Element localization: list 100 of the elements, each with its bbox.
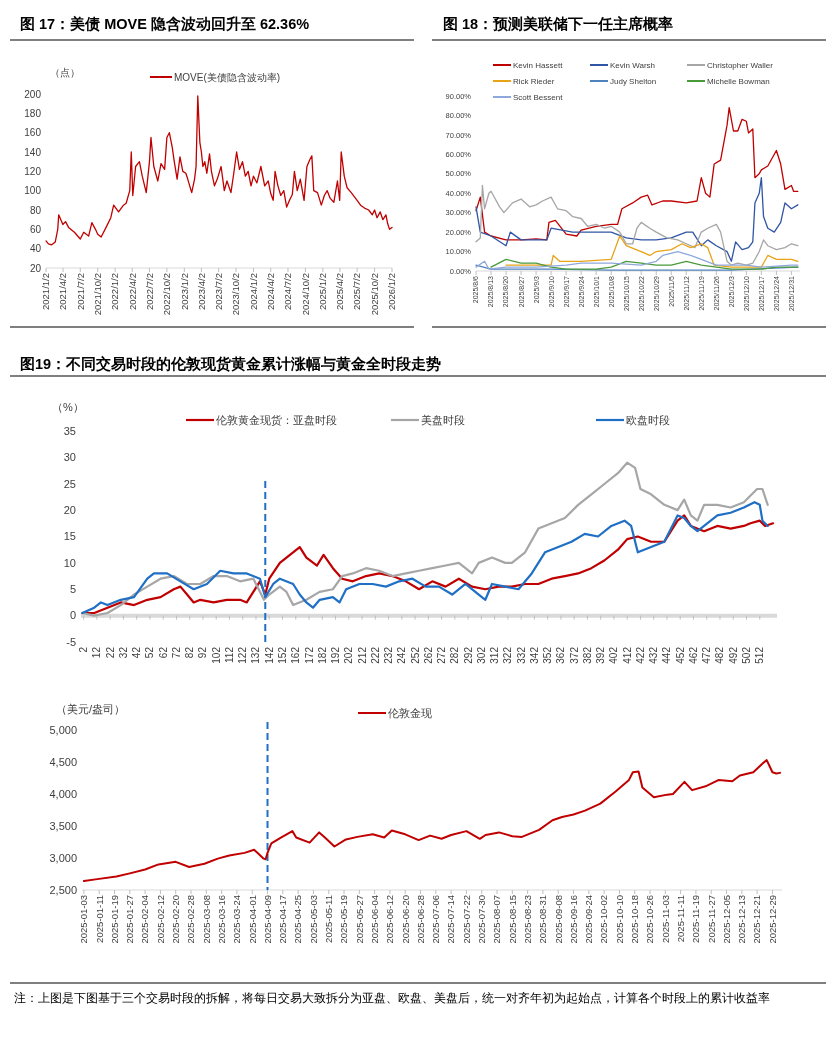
x-tick-label: 2025-04-17: [277, 895, 289, 944]
x-tick-label: 12: [91, 646, 103, 659]
legend-label: 美盘时段: [421, 413, 465, 426]
x-tick-label: 412: [621, 646, 633, 664]
y-tick-label: 35: [63, 424, 76, 437]
x-tick-label: 2025-08-07: [491, 895, 503, 944]
x-tick-label: 2025-12-05: [720, 895, 732, 944]
x-tick-label: 402: [608, 646, 620, 664]
y-tick-label: 200: [24, 88, 42, 100]
y-tick-label: 3,500: [49, 819, 77, 832]
legend-label: MOVE(美债隐含波动率): [174, 71, 281, 83]
x-tick-label: 2025-01-19: [108, 895, 120, 944]
x-tick-label: 2024/10/2: [299, 273, 311, 316]
x-tick-label: 92: [197, 646, 209, 659]
x-tick-label: 2025-04-01: [246, 895, 258, 944]
x-tick-label: 2023/10/2: [230, 273, 242, 316]
x-tick-label: 182: [316, 646, 328, 664]
x-tick-label: 392: [595, 646, 607, 664]
x-tick-label: 2023/7/2: [212, 273, 224, 310]
x-tick-label: 2025-11-11: [674, 895, 686, 943]
x-tick-label: 382: [581, 646, 593, 664]
x-tick-label: 2023/4/2: [195, 273, 207, 310]
y-tick-label: 4,000: [49, 787, 77, 800]
x-tick-label: 2021/1/2: [40, 273, 52, 310]
x-tick-label: 2025-03-08: [200, 895, 212, 944]
x-tick-label: 2025-06-28: [414, 895, 426, 944]
x-tick-label: 132: [250, 646, 262, 664]
chart-title: 图 18：预测美联储下一任主席概率: [443, 15, 674, 32]
legend-label: Christopher Waller: [707, 60, 774, 70]
y-tick-label: 60: [29, 223, 42, 235]
x-tick-label: 2: [78, 646, 90, 653]
x-tick-label: 2025-05-27: [353, 895, 365, 944]
x-tick-label: 2025/10/2: [368, 273, 380, 316]
y-tick-label: 160: [24, 127, 42, 139]
legend-label: Kevin Hassett: [513, 60, 564, 70]
x-tick-label: 202: [343, 646, 355, 664]
x-tick-label: 312: [489, 646, 501, 664]
legend-label: 欧盘时段: [626, 413, 670, 426]
x-tick-label: 2025-11-03: [659, 895, 671, 943]
x-tick-label: 232: [383, 646, 395, 664]
x-tick-label: 2025-04-25: [292, 895, 304, 944]
legend-label: Judy Shelton: [610, 76, 657, 86]
y-tick-label: 100: [24, 185, 42, 197]
x-tick-label: 2025-10-10: [613, 895, 625, 944]
x-tick-label: 2025-07-30: [476, 895, 488, 944]
x-tick-label: 2025-09-08: [552, 895, 564, 944]
x-tick-label: 2025-12-29: [766, 895, 778, 944]
chart-title: 图19：不同交易时段的伦敦现货黄金累计涨幅与黄金全时段走势: [20, 355, 442, 372]
y-tick-label: 5,000: [49, 723, 77, 736]
x-tick-label: 2025-12-21: [751, 895, 763, 944]
legend-label: Kevin Warsh: [610, 60, 656, 70]
x-tick-label: 2025-01-27: [124, 895, 136, 944]
x-tick-label: 2023/1/2: [178, 273, 190, 310]
x-tick-label: 192: [330, 646, 342, 664]
x-tick-label: 2025-07-22: [460, 895, 472, 944]
x-tick-label: 2025-11-27: [705, 895, 717, 943]
x-tick-label: 102: [210, 646, 222, 664]
y-tick-label: 2,500: [49, 883, 77, 896]
y-tick-label: 180: [24, 107, 42, 119]
x-tick-label: 252: [409, 646, 421, 664]
y-tick-label: 4,500: [49, 755, 77, 768]
x-tick-label: 222: [369, 646, 381, 664]
x-tick-label: 2025-06-12: [384, 895, 396, 944]
y-tick-label: 5: [69, 583, 76, 596]
x-tick-label: 82: [184, 646, 196, 659]
x-tick-label: 2021/10/2: [92, 273, 104, 316]
y-tick-label: 30: [63, 451, 76, 464]
x-tick-label: 462: [687, 646, 699, 664]
legend-label: 伦敦金现: [388, 706, 432, 719]
x-tick-label: 2025-05-11: [323, 895, 335, 943]
x-tick-label: 2025-05-19: [338, 895, 350, 944]
y-tick-label: 120: [24, 165, 42, 177]
x-tick-label: 2025-01-11: [93, 895, 105, 943]
x-tick-label: 242: [396, 646, 408, 664]
x-tick-label: 262: [422, 646, 434, 664]
x-tick-label: 2025-11-19: [690, 895, 702, 943]
x-tick-label: 2025-10-18: [629, 895, 641, 944]
x-tick-label: 2025-07-06: [430, 895, 442, 944]
x-tick-label: 442: [661, 646, 673, 664]
x-tick-label: 2022/7/2: [143, 273, 155, 310]
x-tick-label: 2022/4/2: [126, 273, 138, 310]
text: 注：上图是下图基于三个交易时段的拆解，将每日交易大致拆分为亚盘、欧盘、美盘后，统一对齐年初为起始点，计算各个时段上的累计收益率: [14, 991, 771, 1006]
legend: MOVE(美债隐含波动率): [149, 71, 281, 83]
x-tick-label: 2025-12-13: [736, 895, 748, 944]
x-tick-label: 2024/4/2: [265, 273, 277, 310]
y-tick-label: 10: [63, 556, 76, 569]
x-tick-label: 2024/7/2: [282, 273, 294, 310]
y-tick-label: 0: [69, 609, 76, 622]
legend: 伦敦金现: [357, 706, 432, 719]
x-tick-label: 112: [223, 646, 235, 663]
x-tick-label: 2025-09-24: [583, 895, 595, 944]
chart-title: 图 17：美债 MOVE 隐含波动回升至 62.36%: [20, 15, 310, 32]
x-tick-label: 172: [303, 646, 315, 664]
x-tick-label: 142: [263, 646, 275, 664]
x-tick-label: 2025-10-02: [598, 895, 610, 944]
x-tick-label: 2025-08-23: [521, 895, 533, 944]
x-tick-label: 2025-10-26: [644, 895, 656, 944]
legend-label: 伦敦黄金现货：亚盘时段: [216, 413, 337, 426]
x-tick-label: 342: [528, 646, 540, 664]
x-tick-label: 422: [634, 646, 646, 664]
